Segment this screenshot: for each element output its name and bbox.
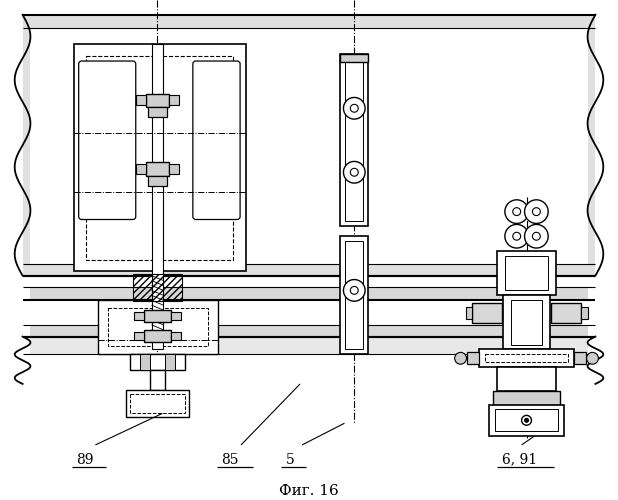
Bar (171, 332, 181, 340)
Bar (30, 336, 588, 354)
Bar (480, 350, 574, 367)
Bar (133, 312, 143, 320)
Text: Фиг. 16: Фиг. 16 (279, 484, 339, 498)
Bar (505, 256, 548, 290)
Circle shape (586, 352, 598, 364)
Bar (143, 310, 171, 322)
Bar (341, 54, 368, 227)
Circle shape (533, 232, 540, 240)
Circle shape (344, 162, 365, 183)
Bar (495, 410, 558, 431)
Bar (497, 367, 556, 391)
Circle shape (522, 416, 531, 425)
Bar (30, 288, 588, 300)
Circle shape (350, 286, 358, 294)
Circle shape (533, 208, 540, 216)
Text: 85: 85 (221, 453, 239, 467)
Bar (574, 352, 586, 364)
Bar (341, 54, 368, 62)
Bar (30, 28, 588, 264)
Circle shape (513, 208, 520, 216)
Circle shape (350, 104, 358, 112)
Bar (130, 394, 185, 413)
Circle shape (513, 232, 520, 240)
Bar (169, 96, 179, 106)
Bar (126, 390, 189, 417)
FancyBboxPatch shape (193, 61, 240, 220)
Bar (497, 251, 556, 296)
Bar (23, 15, 595, 276)
Bar (472, 303, 502, 323)
Circle shape (505, 200, 528, 224)
Bar (551, 303, 581, 323)
Bar (85, 56, 233, 260)
Bar (136, 96, 146, 106)
Bar (98, 300, 218, 354)
Bar (133, 274, 182, 301)
Bar (341, 236, 368, 354)
Bar (136, 164, 146, 174)
Bar (150, 370, 165, 390)
Circle shape (525, 224, 548, 248)
Bar (485, 354, 568, 362)
Circle shape (350, 168, 358, 176)
Bar (133, 332, 143, 340)
Circle shape (505, 224, 528, 248)
Text: 6, 91: 6, 91 (502, 453, 537, 467)
Bar (108, 308, 208, 346)
Bar (146, 94, 169, 108)
Bar (511, 300, 542, 344)
Bar (165, 354, 175, 370)
Circle shape (344, 280, 365, 301)
Bar (345, 59, 363, 222)
Circle shape (525, 418, 528, 422)
Bar (148, 108, 167, 117)
Text: 89: 89 (76, 453, 93, 467)
Bar (581, 307, 588, 319)
Bar (171, 312, 181, 320)
Bar (143, 330, 171, 342)
Circle shape (455, 352, 467, 364)
Bar (467, 352, 480, 364)
Bar (465, 307, 472, 319)
Bar (148, 176, 167, 186)
Bar (146, 162, 169, 176)
Circle shape (344, 98, 365, 119)
Bar (345, 241, 363, 350)
Bar (74, 44, 246, 270)
Bar (503, 296, 550, 350)
Bar (493, 391, 560, 404)
Text: 5: 5 (286, 453, 294, 467)
FancyBboxPatch shape (78, 61, 136, 220)
Bar (130, 354, 185, 370)
Bar (30, 325, 588, 336)
Bar (140, 354, 150, 370)
Bar (151, 44, 163, 350)
Circle shape (525, 200, 548, 224)
Bar (489, 404, 564, 436)
Bar (169, 164, 179, 174)
